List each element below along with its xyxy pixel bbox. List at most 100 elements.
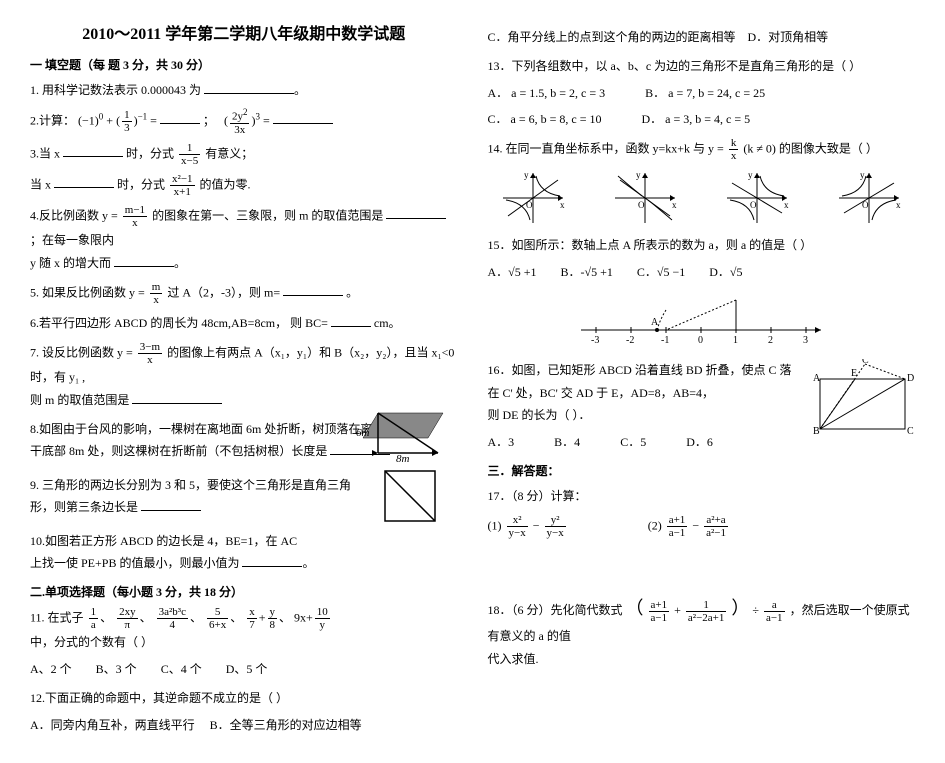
exam-title: 2010～2011 学年第二学期八年级期中数学试题 (30, 20, 458, 44)
q3a-blank (63, 144, 123, 157)
q11-c1: 、 (100, 611, 112, 625)
q14-figD: Oxy (834, 168, 904, 228)
q17-p2f1: a+1a−1 (667, 514, 688, 539)
svg-text:y: y (860, 170, 865, 180)
q2-label: 2.计算： (30, 113, 75, 127)
q3b: 当 x 时，分式 x²−1x+1 的值为零. (30, 173, 458, 198)
q16-optA: A．3 (488, 431, 515, 454)
q4-num: m−1 (123, 204, 147, 217)
q3a: 3.当 x 时，分式 1x−5 有意义； (30, 142, 458, 167)
q11-f2n: 2xy (117, 606, 138, 619)
q11-f3: 3a²b³c4 (157, 606, 188, 631)
q1-text: 1. 用科学记数法表示 0.000043 为 (30, 83, 201, 97)
q11-f5b: y8 (268, 606, 278, 631)
t-3: -3 (591, 335, 599, 345)
q17: 17．（8 分）计算： (1) x²y−x − y²y−x (2) a+1a−1… (488, 485, 916, 539)
q14-pre: 14. 在同一直角坐标系中，函数 y=kx+k 与 (488, 142, 706, 156)
q2-eq2: = (263, 113, 270, 127)
q17p1f2d: y−x (545, 527, 566, 539)
q11-pre: 11. 在式子 (30, 611, 84, 625)
q17-lbl1: (1) (488, 518, 502, 532)
q10-l1: 10.如图若正方形 ABCD 的边长是 4，BE=1，在 AC (30, 534, 297, 548)
q15: 15．如图所示：数轴上点 A 所表示的数为 a，则 a 的值是（ ） A．√5 … (488, 234, 916, 352)
q11-c3: 、 (190, 611, 202, 625)
q18f3d: a−1 (764, 612, 785, 624)
q11-A: A、2 个 (30, 658, 72, 681)
q3b-mid: 时，分式 (117, 177, 165, 191)
q14-den: x (729, 150, 739, 162)
q2-frac2-num-t: 2y (232, 110, 243, 122)
q2-frac1: 13 (122, 109, 132, 134)
q4-blank1 (386, 206, 446, 219)
q3b-frac: x²−1x+1 (170, 173, 195, 198)
q16-optB: B．4 (554, 431, 580, 454)
svg-text:O: O (750, 200, 757, 210)
q18div: ÷ (752, 603, 759, 617)
q18-pre: 18．（6 分）先化简代数式 (488, 603, 623, 617)
label-8m: 8m (396, 453, 410, 463)
q13-B: B． a = 7, b = 24, c = 25 (645, 82, 765, 105)
q2-frac2: 2y23x (230, 108, 250, 136)
q13-C: C． a = 6, b = 8, c = 10 (488, 108, 602, 131)
q11-c2: 、 (140, 611, 152, 625)
q1: 1. 用科学记数法表示 0.000043 为 。 (30, 79, 458, 102)
q2-frac2-num-sup: 2 (243, 107, 248, 117)
q2-frac2-den: 3x (230, 124, 250, 136)
q11-f1d: a (89, 619, 99, 631)
q9: 9. 三角形的两边长分别为 3 和 5，要使这个三角形是直角三角 形，则第三条边… (30, 474, 458, 524)
q2-blank2 (273, 111, 333, 124)
q9-l1: 9. 三角形的两边长分别为 3 和 5，要使这个三角形是直角三角 (30, 478, 351, 492)
q11-f2: 2xyπ (117, 606, 138, 631)
q5-frac: mx (150, 281, 163, 306)
q4-mid: 的图象在第一、三象限，则 m 的取值范围是 (152, 208, 383, 222)
q16: A B C D E C' 16．如图，已知矩形 ABCD 沿着直线 BD 折叠，… (488, 359, 916, 454)
q11-B: B、3 个 (96, 658, 137, 681)
q11-post: 中，分式的个数有（ ） (30, 635, 153, 649)
q11-f5bn: y (268, 606, 278, 619)
q11-f5ad: 7 (247, 619, 257, 631)
q17-head: 17．（8 分）计算： (488, 489, 587, 503)
q11-f6: 10y (315, 606, 330, 631)
q14-num: k (729, 137, 739, 150)
q11-f5an: x (247, 606, 257, 619)
q7-y: y = (117, 345, 133, 359)
q11-f6d: y (315, 619, 330, 631)
q14-post: (k ≠ 0) 的图像大致是（ ） (743, 142, 878, 156)
q2-frac1-den: 3 (122, 122, 132, 134)
q11-f1: 1a (89, 606, 99, 631)
q5-post: 。 (346, 285, 358, 299)
q7: 7. 设反比例函数 y = 3−mx 的图像上有两点 A（x₁，y₁）和 B（x… (30, 341, 458, 412)
q12-B: B．全等三角形的对应边相等 (210, 718, 362, 732)
q18-bl: （ (626, 598, 644, 618)
q3a-mid: 时，分式 (126, 146, 174, 160)
q17p1f2n: y² (545, 514, 566, 527)
t3: 3 (803, 335, 808, 345)
q2-frac2-num: 2y2 (230, 108, 250, 124)
q6-blank (331, 314, 371, 327)
q15-B: B．-√5 +1 (561, 261, 613, 284)
q7-frac: 3−mx (138, 341, 162, 366)
q6-pre: 6.若平行四边形 ABCD 的周长为 48cm,AB=8cm， 则 BC= (30, 316, 328, 330)
q11-c4: 、 (230, 611, 242, 625)
q17-parts: (1) x²y−x − y²y−x (2) a+1a−1 − a²+aa²−1 (488, 514, 916, 539)
q2-e1a: (−1) (78, 113, 99, 127)
q18f3n: a (764, 599, 785, 612)
q17p1f1d: y−x (507, 527, 528, 539)
q16-opts: A．3 B．4 C．5 D．6 (488, 431, 796, 454)
q3a-den: x−5 (179, 155, 200, 167)
q17p2f1n: a+1 (667, 514, 688, 527)
label-6m: 6m (356, 427, 370, 439)
q12-cont: C．角平分线上的点到这个角的两边的距离相等 D．对顶角相等 (488, 26, 916, 49)
q16-optD: D．6 (686, 431, 713, 454)
q5: 5. 如果反比例函数 y = mx 过 A（2，-3），则 m= 。 (30, 281, 458, 306)
svg-text:x: x (784, 200, 789, 210)
q11-f5p: + (259, 611, 266, 625)
q17-lbl2: (2) (648, 518, 662, 532)
q15-C: C．√5 −1 (637, 261, 685, 284)
q15-A: A．√5 +1 (488, 261, 537, 284)
q8-l2: 干底部 8m 处，则这棵树在折断前（不包括树根）长度是 (30, 444, 327, 458)
svg-text:y: y (748, 170, 753, 180)
q18-f2: 1a²−2a+1 (686, 599, 726, 624)
q5-den: x (150, 294, 163, 306)
svg-text:O: O (526, 200, 533, 210)
